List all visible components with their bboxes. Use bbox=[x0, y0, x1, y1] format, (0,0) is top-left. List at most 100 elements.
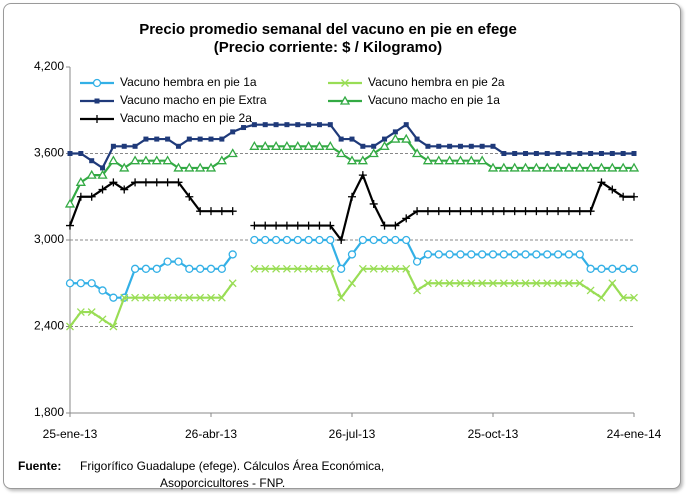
source-text: Frigorífico Guadalupe (efege). Cálculos … bbox=[80, 458, 384, 473]
point bbox=[532, 279, 541, 288]
point bbox=[586, 264, 595, 273]
point bbox=[250, 221, 259, 230]
point bbox=[382, 136, 388, 142]
point bbox=[217, 207, 226, 216]
point bbox=[618, 162, 629, 172]
series bbox=[66, 264, 638, 331]
point bbox=[467, 279, 476, 288]
point bbox=[423, 279, 432, 288]
point bbox=[512, 151, 518, 156]
point bbox=[163, 257, 172, 266]
point bbox=[64, 198, 76, 208]
point bbox=[337, 236, 346, 244]
point bbox=[66, 322, 74, 331]
point bbox=[241, 125, 247, 131]
x-tick-label: 26-jul-13 bbox=[329, 427, 376, 441]
point bbox=[292, 140, 303, 150]
point bbox=[629, 264, 639, 273]
point bbox=[369, 235, 378, 245]
point bbox=[368, 148, 379, 158]
point bbox=[501, 151, 507, 156]
point bbox=[152, 293, 161, 302]
point bbox=[414, 136, 420, 142]
point bbox=[174, 293, 183, 302]
point bbox=[260, 140, 271, 150]
point bbox=[585, 162, 596, 172]
point bbox=[109, 322, 118, 331]
point bbox=[553, 250, 563, 259]
point bbox=[304, 235, 313, 245]
point bbox=[76, 192, 85, 201]
point bbox=[425, 143, 431, 149]
point bbox=[196, 293, 205, 302]
point bbox=[434, 279, 443, 288]
point bbox=[89, 158, 95, 164]
point bbox=[498, 162, 509, 172]
legend-label: Vacuno macho en pie Extra bbox=[120, 93, 267, 107]
point bbox=[165, 136, 171, 142]
point bbox=[563, 162, 575, 172]
point bbox=[434, 207, 443, 216]
point bbox=[380, 264, 389, 273]
point bbox=[174, 257, 183, 266]
point bbox=[185, 264, 194, 273]
point bbox=[402, 235, 411, 245]
point bbox=[337, 293, 346, 302]
point bbox=[76, 308, 85, 317]
point bbox=[369, 264, 378, 273]
point bbox=[467, 207, 476, 216]
point bbox=[445, 250, 454, 259]
point bbox=[261, 235, 270, 245]
point bbox=[109, 293, 118, 302]
legend-label: Vacuno macho en pie 2a bbox=[120, 111, 252, 125]
point bbox=[271, 235, 281, 245]
point bbox=[306, 122, 312, 128]
point bbox=[358, 171, 367, 180]
point bbox=[510, 250, 519, 259]
point bbox=[631, 151, 637, 156]
point bbox=[478, 279, 487, 288]
point bbox=[206, 264, 216, 273]
point bbox=[371, 143, 377, 149]
legend-marker bbox=[93, 115, 101, 123]
point bbox=[154, 136, 160, 142]
point bbox=[347, 250, 357, 259]
point bbox=[196, 264, 205, 273]
point bbox=[467, 250, 476, 259]
point bbox=[185, 293, 194, 302]
point bbox=[554, 207, 563, 216]
point bbox=[564, 207, 573, 216]
point bbox=[532, 207, 541, 216]
point bbox=[521, 250, 530, 259]
point bbox=[468, 143, 474, 149]
point bbox=[521, 279, 530, 288]
point bbox=[444, 155, 455, 165]
legend-marker bbox=[339, 95, 351, 105]
point bbox=[314, 140, 325, 150]
point bbox=[66, 221, 74, 230]
point bbox=[566, 151, 572, 156]
point bbox=[336, 148, 347, 158]
point bbox=[315, 264, 324, 273]
point bbox=[250, 264, 259, 273]
point bbox=[523, 151, 529, 156]
point bbox=[326, 264, 335, 273]
point bbox=[337, 264, 346, 273]
point bbox=[284, 122, 290, 128]
point bbox=[141, 178, 150, 187]
point bbox=[520, 162, 531, 172]
point bbox=[129, 155, 141, 165]
point bbox=[577, 151, 583, 156]
point bbox=[456, 250, 465, 259]
point bbox=[108, 155, 119, 165]
y-tick-label: 4,200 bbox=[34, 59, 64, 73]
point bbox=[478, 250, 487, 259]
point bbox=[141, 293, 150, 302]
y-tick-label: 2,400 bbox=[34, 319, 64, 333]
point bbox=[479, 143, 485, 149]
point bbox=[304, 221, 313, 230]
point bbox=[197, 136, 203, 142]
point bbox=[552, 162, 564, 172]
point bbox=[598, 151, 604, 156]
